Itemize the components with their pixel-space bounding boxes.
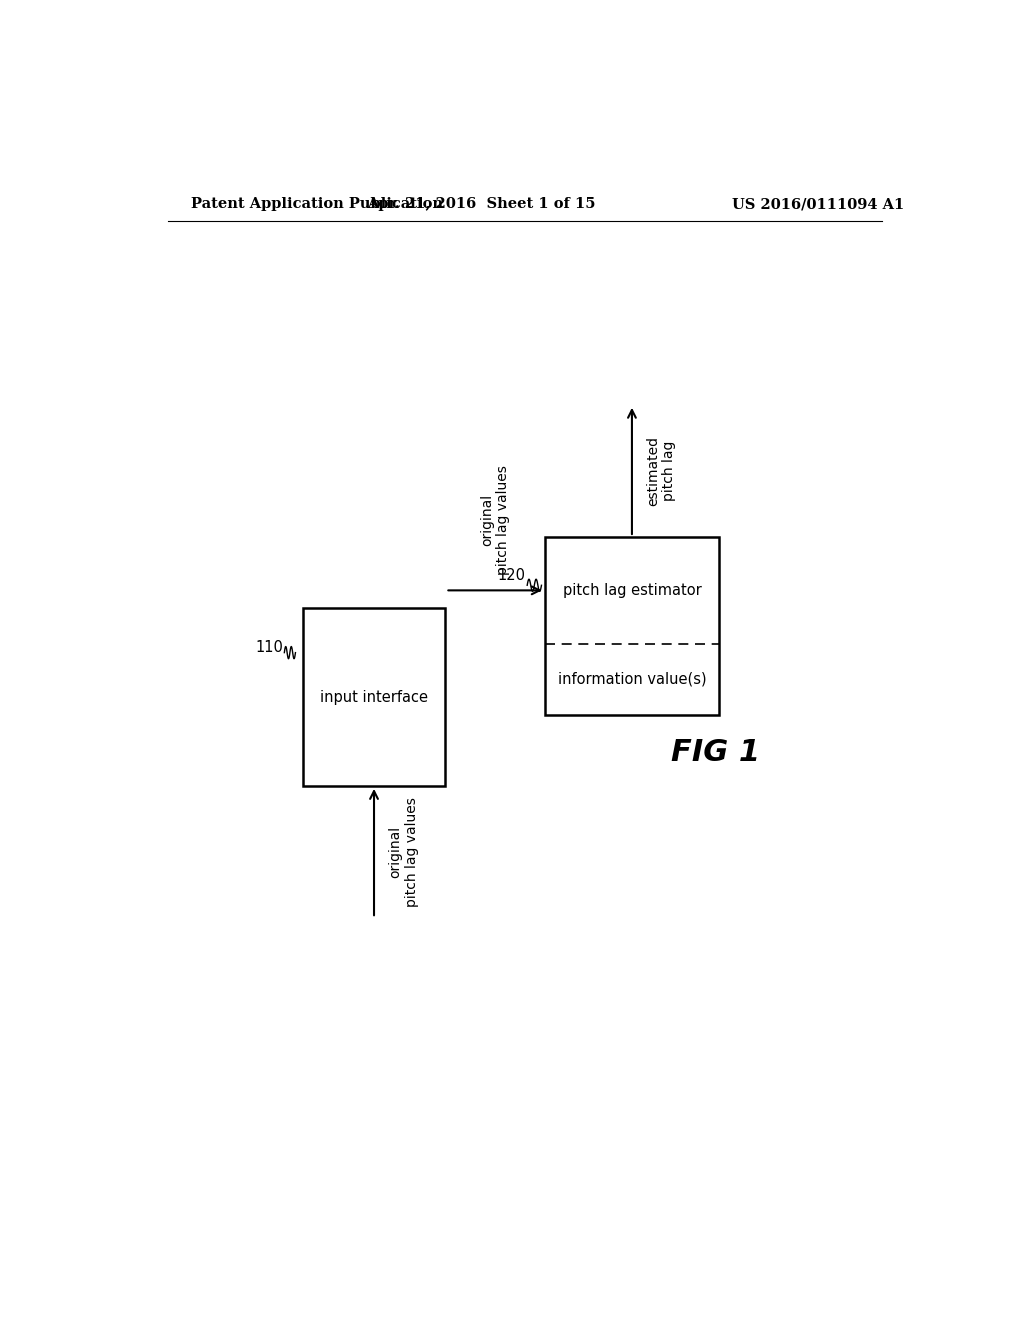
Bar	[303, 609, 445, 785]
Text: US 2016/0111094 A1: US 2016/0111094 A1	[732, 197, 904, 211]
Text: input interface: input interface	[321, 689, 428, 705]
Text: original
pitch lag values: original pitch lag values	[388, 797, 419, 907]
Text: pitch lag estimator: pitch lag estimator	[562, 583, 701, 598]
Text: 120: 120	[497, 568, 525, 582]
Bar	[545, 537, 719, 715]
Text: estimated
pitch lag: estimated pitch lag	[646, 436, 677, 506]
Text: original
pitch lag values: original pitch lag values	[480, 465, 510, 576]
Text: information value(s): information value(s)	[558, 672, 707, 686]
Text: Patent Application Publication: Patent Application Publication	[191, 197, 443, 211]
Text: 110: 110	[255, 640, 283, 655]
Text: Apr. 21, 2016  Sheet 1 of 15: Apr. 21, 2016 Sheet 1 of 15	[367, 197, 595, 211]
Text: FIG 1: FIG 1	[671, 738, 760, 767]
